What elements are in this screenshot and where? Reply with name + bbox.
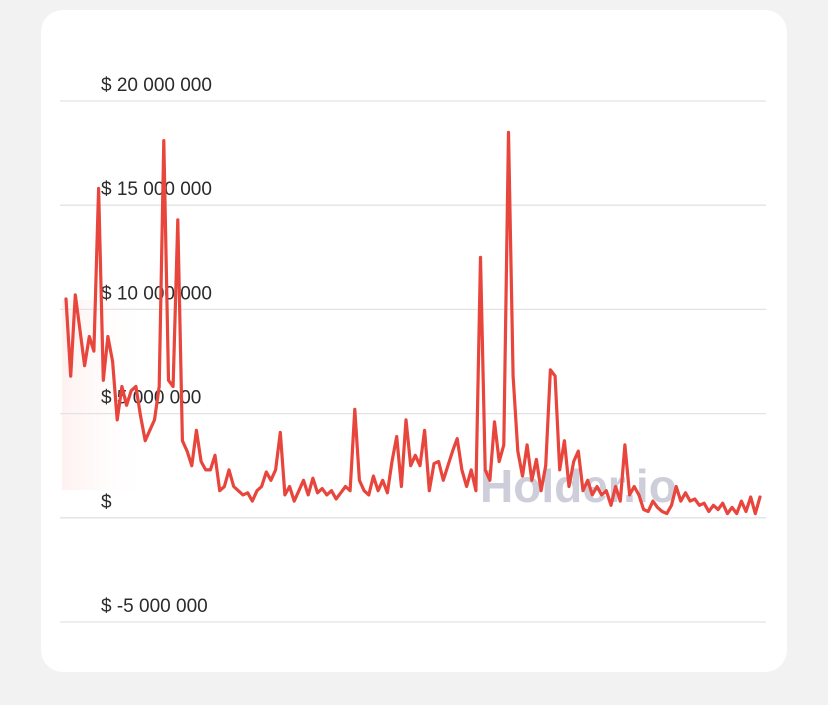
y-tick-label: $ 15 000 000 [101, 179, 212, 200]
watermark: Holder.io [480, 460, 677, 512]
y-tick-label: $ 10 000 000 [101, 283, 212, 304]
y-tick-label: $ [101, 492, 112, 513]
data-line [64, 130, 762, 516]
chart-card [41, 10, 787, 672]
y-tick-label: $ -5 000 000 [101, 596, 208, 617]
y-tick-label: $ 20 000 000 [101, 75, 212, 96]
